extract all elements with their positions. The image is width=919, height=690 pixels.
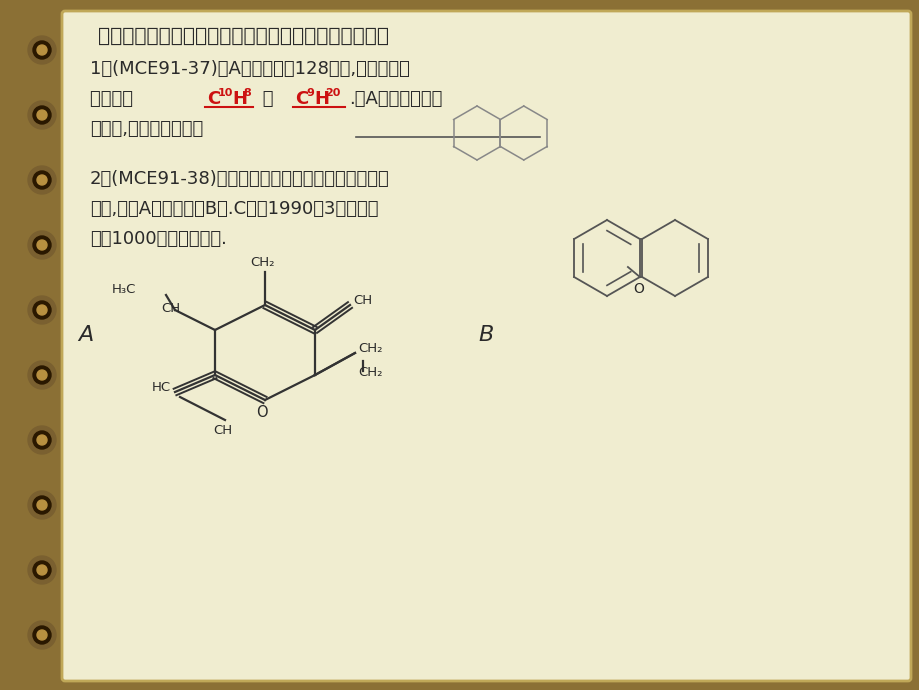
Circle shape <box>33 431 51 449</box>
Circle shape <box>37 175 47 185</box>
Text: 9: 9 <box>306 88 313 98</box>
Circle shape <box>37 500 47 510</box>
Circle shape <box>37 110 47 120</box>
Circle shape <box>33 366 51 384</box>
Text: A: A <box>78 325 93 345</box>
Circle shape <box>28 101 56 129</box>
Circle shape <box>28 621 56 649</box>
Text: 一、有机化学基础知识（重点是同系物和同分异构体）: 一、有机化学基础知识（重点是同系物和同分异构体） <box>98 27 389 46</box>
Circle shape <box>37 240 47 250</box>
Text: 只可能是: 只可能是 <box>90 90 139 108</box>
Circle shape <box>28 556 56 584</box>
Text: C: C <box>295 90 308 108</box>
Circle shape <box>33 41 51 59</box>
FancyBboxPatch shape <box>62 11 910 681</box>
Circle shape <box>37 630 47 640</box>
Circle shape <box>33 301 51 319</box>
Text: 10: 10 <box>218 88 233 98</box>
Circle shape <box>33 626 51 644</box>
Text: H: H <box>313 90 329 108</box>
Text: CH: CH <box>353 295 371 308</box>
Circle shape <box>33 171 51 189</box>
Circle shape <box>28 231 56 259</box>
Text: CH₂: CH₂ <box>251 256 275 269</box>
Text: CH: CH <box>213 424 233 437</box>
Circle shape <box>28 491 56 519</box>
Text: CH₂: CH₂ <box>357 366 382 380</box>
Text: H: H <box>232 90 246 108</box>
Circle shape <box>33 496 51 514</box>
Text: O: O <box>633 282 644 296</box>
Circle shape <box>37 45 47 55</box>
Circle shape <box>37 305 47 315</box>
Circle shape <box>28 361 56 389</box>
Circle shape <box>33 561 51 579</box>
Text: B: B <box>478 325 493 345</box>
Circle shape <box>28 426 56 454</box>
Circle shape <box>28 36 56 64</box>
Text: 或: 或 <box>256 90 279 108</box>
Text: O: O <box>255 405 267 420</box>
Text: 简化,例如A式可简写为B式.C式是1990年3公开报道: 简化,例如A式可简写为B式.C式是1990年3公开报道 <box>90 200 378 218</box>
Circle shape <box>28 166 56 194</box>
Text: C: C <box>207 90 220 108</box>
Circle shape <box>33 236 51 254</box>
Circle shape <box>37 370 47 380</box>
Text: CH: CH <box>161 302 180 315</box>
Text: 8: 8 <box>243 88 251 98</box>
Text: CH₂: CH₂ <box>357 342 382 355</box>
Text: 1、(MCE91-37)若A是分子量为128的烃,则其分子式: 1、(MCE91-37)若A是分子量为128的烃,则其分子式 <box>90 60 410 78</box>
Circle shape <box>37 435 47 445</box>
Text: HC: HC <box>152 382 171 395</box>
Circle shape <box>28 296 56 324</box>
Text: 状晶体,则其结构简式为: 状晶体,则其结构简式为 <box>90 120 203 138</box>
Text: .若A是易升华的片: .若A是易升华的片 <box>348 90 442 108</box>
Text: 2、(MCE91-38)有机环状化合物的结构简式可进一步: 2、(MCE91-38)有机环状化合物的结构简式可进一步 <box>90 170 390 188</box>
Text: 20: 20 <box>324 88 340 98</box>
Circle shape <box>33 106 51 124</box>
Text: 的第1000万种新化合物.: 的第1000万种新化合物. <box>90 230 227 248</box>
Text: H₃C: H₃C <box>112 284 136 297</box>
Circle shape <box>37 565 47 575</box>
